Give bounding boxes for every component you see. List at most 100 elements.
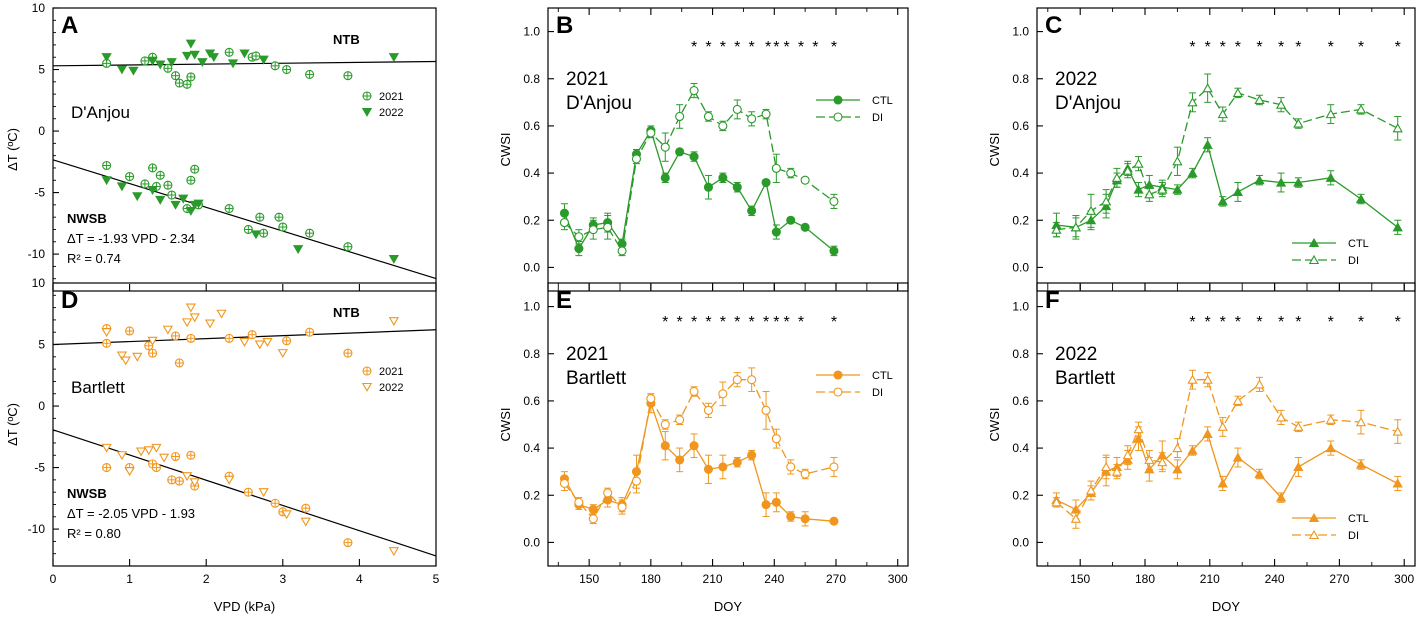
y-tick-label: 0.2 bbox=[1012, 488, 1029, 502]
data-point-CTL bbox=[703, 464, 714, 474]
data-point-DI bbox=[829, 196, 839, 206]
data-point-DI bbox=[1187, 97, 1198, 107]
legend-marker-DI bbox=[833, 387, 843, 397]
data-point-2021 bbox=[255, 212, 265, 222]
data-point-2022 bbox=[101, 176, 112, 186]
data-point-DI bbox=[1070, 222, 1082, 232]
x-tick-label: 4 bbox=[356, 572, 363, 586]
data-point-CTL bbox=[1355, 193, 1367, 204]
data-point-CTL bbox=[1232, 452, 1244, 462]
data-point-2022 bbox=[132, 352, 143, 362]
data-point-DI bbox=[703, 405, 714, 415]
significance-star: * bbox=[1295, 39, 1301, 56]
data-point-DI bbox=[1157, 184, 1168, 194]
data-point-2021 bbox=[282, 64, 292, 75]
data-point-DI bbox=[771, 163, 781, 173]
significance-star: * bbox=[1189, 314, 1195, 331]
y-tick-label: 0.6 bbox=[1012, 119, 1029, 133]
data-point-2021 bbox=[274, 212, 284, 222]
y-tick-label: -5 bbox=[34, 461, 45, 475]
legend-marker-DI bbox=[1308, 254, 1320, 265]
data-point-2022 bbox=[155, 60, 166, 70]
data-point-DI bbox=[732, 104, 742, 114]
y-tick-label: 0.6 bbox=[523, 394, 540, 408]
data-point-DI bbox=[1111, 466, 1123, 476]
panel-F: 0.0 0.2 0.4 0.6 0.8 1.0 150 180 210 240 270 300 F CWS… bbox=[987, 282, 1416, 614]
data-point-2021 bbox=[343, 348, 353, 358]
data-point-DI bbox=[689, 386, 699, 397]
data-point-DI bbox=[718, 121, 728, 131]
data-point-2021 bbox=[224, 47, 234, 57]
data-point-DI bbox=[1217, 108, 1228, 119]
data-point-DI bbox=[1085, 205, 1097, 215]
legend-marker-CTL bbox=[833, 95, 843, 105]
data-point-CTL bbox=[732, 182, 742, 192]
x-tick-label: 150 bbox=[1070, 572, 1090, 586]
data-point-CTL bbox=[660, 441, 670, 451]
data-point-DI bbox=[588, 225, 598, 235]
significance-star: * bbox=[691, 39, 697, 56]
plot-frame bbox=[1036, 282, 1416, 567]
data-point-2022 bbox=[181, 472, 193, 482]
series-line-CTL bbox=[563, 129, 835, 252]
data-point-DI bbox=[646, 128, 656, 138]
significance-star: * bbox=[734, 314, 740, 331]
x-tick-label: 300 bbox=[1394, 572, 1414, 586]
data-point-DI bbox=[660, 142, 670, 152]
data-point-CTL bbox=[800, 222, 810, 232]
nwsb-label: NWSB bbox=[67, 211, 107, 226]
legend-marker-DI bbox=[1308, 529, 1320, 540]
data-point-DI bbox=[617, 502, 627, 512]
panel-E: 0.0 0.2 0.4 0.6 0.8 1.0 150 180 210 240 270 300 E CWS… bbox=[498, 282, 909, 614]
legend-label: CTL bbox=[872, 370, 893, 382]
panel-C: 0.0 0.2 0.4 0.6 0.8 1.0 C CWSI * * * * * * * * * * 2022 D'A… bbox=[987, 7, 1416, 292]
regression-equation: ΔT = -1.93 VPD - 2.34 bbox=[67, 231, 195, 246]
significance-star: * bbox=[749, 39, 755, 56]
data-point-2021 bbox=[151, 463, 161, 473]
data-point-2022 bbox=[155, 195, 166, 205]
data-point-DI bbox=[1100, 196, 1112, 206]
data-point-2022 bbox=[208, 53, 220, 63]
data-point-CTL bbox=[689, 152, 699, 162]
data-point-2021 bbox=[186, 333, 196, 343]
x-axis-label: VPD (kPa) bbox=[214, 599, 275, 614]
data-point-2022 bbox=[239, 49, 250, 59]
data-point-2021 bbox=[102, 160, 112, 171]
y-tick-label: 5 bbox=[38, 338, 45, 352]
data-point-DI bbox=[1293, 421, 1304, 431]
data-point-DI bbox=[1144, 454, 1155, 464]
data-point-DI bbox=[1254, 379, 1265, 389]
data-point-2021 bbox=[186, 72, 196, 82]
data-point-DI bbox=[559, 218, 570, 228]
y-tick-label: 10 bbox=[32, 276, 46, 290]
data-point-CTL bbox=[771, 497, 781, 507]
data-point-2022 bbox=[189, 313, 200, 323]
data-point-CTL bbox=[1293, 177, 1304, 187]
y-tick-label: 1.0 bbox=[1012, 25, 1029, 39]
data-point-DI bbox=[1085, 485, 1097, 495]
data-point-CTL bbox=[1254, 468, 1265, 479]
y-tick-label: 0.2 bbox=[523, 488, 540, 502]
data-point-CTL bbox=[1232, 186, 1244, 196]
plot-frame bbox=[52, 7, 437, 292]
significance-star: * bbox=[784, 39, 790, 56]
legend-label: DI bbox=[872, 112, 883, 124]
ntb-label: NTB bbox=[333, 305, 360, 320]
legend-label: 2021 bbox=[379, 366, 403, 378]
cultivar-label: D'Anjou bbox=[566, 93, 632, 114]
significance-star: * bbox=[1358, 39, 1364, 56]
data-point-2022 bbox=[185, 303, 197, 313]
data-point-CTL bbox=[675, 455, 685, 465]
data-point-2022 bbox=[262, 338, 273, 347]
r-squared: R² = 0.74 bbox=[67, 251, 121, 266]
data-point-DI bbox=[1122, 450, 1133, 460]
y-tick-label: 0.0 bbox=[523, 260, 540, 274]
cultivar-label: Bartlett bbox=[1055, 368, 1116, 389]
data-point-2021 bbox=[163, 63, 173, 73]
significance-star: * bbox=[1220, 39, 1226, 56]
series-line-DI bbox=[1055, 379, 1398, 520]
y-axis-label: ΔT (ºC) bbox=[5, 403, 20, 446]
significance-star: * bbox=[705, 39, 711, 56]
legend-label: CTL bbox=[1348, 513, 1369, 525]
y-axis-label: CWSI bbox=[987, 133, 1002, 167]
